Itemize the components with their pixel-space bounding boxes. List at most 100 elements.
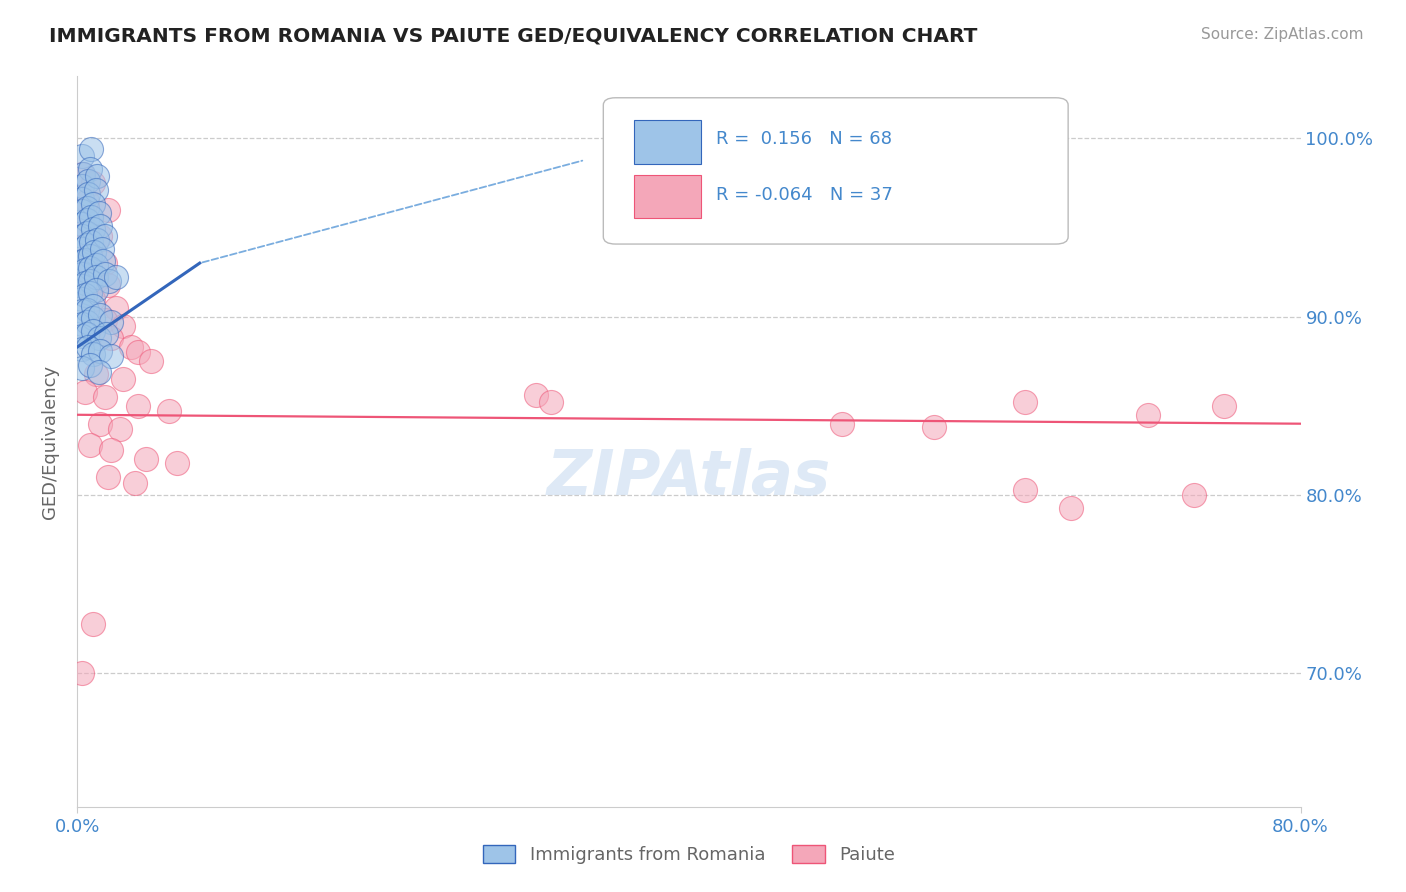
- Point: [86, 233, 108, 247]
- Point: [84, 283, 107, 297]
- Point: [97, 202, 120, 217]
- Point: [77, 186, 100, 201]
- Point: [72, 167, 94, 181]
- Point: [70, 149, 93, 163]
- Point: [524, 388, 547, 402]
- Point: [70, 217, 93, 231]
- Point: [89, 343, 111, 358]
- Text: IMMIGRANTS FROM ROMANIA VS PAIUTE GED/EQUIVALENCY CORRELATION CHART: IMMIGRANTS FROM ROMANIA VS PAIUTE GED/EQ…: [49, 27, 977, 45]
- Point: [104, 301, 127, 315]
- Point: [73, 220, 96, 235]
- Point: [166, 456, 188, 470]
- Point: [79, 247, 101, 261]
- Point: [94, 313, 117, 327]
- Point: [98, 274, 121, 288]
- Point: [70, 361, 93, 376]
- Point: [82, 311, 104, 326]
- Y-axis label: GED/Equivalency: GED/Equivalency: [41, 365, 59, 518]
- Point: [73, 252, 96, 267]
- Legend: Immigrants from Romania, Paiute: Immigrants from Romania, Paiute: [475, 838, 903, 871]
- Point: [120, 340, 142, 354]
- Bar: [634, 120, 702, 163]
- Point: [76, 194, 98, 208]
- Point: [77, 340, 100, 354]
- Point: [89, 229, 111, 244]
- Point: [82, 299, 104, 313]
- Point: [1213, 399, 1236, 413]
- Point: [79, 161, 101, 176]
- Point: [540, 395, 562, 409]
- Point: [80, 142, 103, 156]
- Point: [97, 277, 120, 292]
- Point: [79, 286, 101, 301]
- FancyBboxPatch shape: [603, 98, 1069, 244]
- Point: [157, 404, 180, 418]
- Point: [73, 288, 96, 302]
- Text: R =  0.156   N = 68: R = 0.156 N = 68: [716, 129, 891, 148]
- Point: [76, 226, 98, 240]
- Point: [84, 270, 107, 285]
- Point: [70, 279, 93, 293]
- Point: [80, 235, 103, 249]
- Point: [1060, 500, 1083, 515]
- Text: Source: ZipAtlas.com: Source: ZipAtlas.com: [1201, 27, 1364, 42]
- Point: [100, 331, 122, 345]
- Point: [1014, 395, 1036, 409]
- Point: [94, 267, 117, 281]
- Point: [73, 276, 96, 290]
- Point: [112, 372, 135, 386]
- Point: [70, 204, 93, 219]
- Point: [77, 174, 100, 188]
- Point: [831, 417, 853, 431]
- Point: [90, 242, 112, 256]
- Point: [82, 347, 104, 361]
- Point: [104, 270, 127, 285]
- Point: [76, 327, 98, 342]
- Point: [70, 254, 93, 268]
- Point: [1182, 488, 1205, 502]
- Point: [139, 354, 162, 368]
- Bar: [634, 175, 702, 219]
- Point: [70, 329, 93, 343]
- Point: [82, 197, 104, 211]
- Point: [1014, 483, 1036, 497]
- Point: [70, 179, 93, 194]
- Point: [89, 219, 111, 233]
- Point: [94, 256, 117, 270]
- Point: [94, 390, 117, 404]
- Point: [84, 274, 107, 288]
- Point: [73, 263, 96, 277]
- Point: [87, 206, 110, 220]
- Point: [135, 452, 157, 467]
- Point: [82, 176, 104, 190]
- Point: [84, 258, 107, 272]
- Point: [70, 167, 93, 181]
- Point: [79, 438, 101, 452]
- Point: [94, 229, 117, 244]
- Point: [82, 222, 104, 236]
- Point: [84, 183, 107, 197]
- Point: [89, 417, 111, 431]
- Point: [922, 420, 945, 434]
- Point: [82, 292, 104, 306]
- Point: [76, 201, 98, 215]
- Point: [70, 666, 93, 681]
- Point: [70, 192, 93, 206]
- Point: [86, 169, 108, 183]
- Point: [79, 358, 101, 372]
- Point: [127, 399, 149, 413]
- Point: [70, 342, 93, 356]
- Text: ZIPAtlas: ZIPAtlas: [547, 448, 831, 508]
- Point: [89, 308, 111, 322]
- Point: [100, 349, 122, 363]
- Point: [97, 470, 120, 484]
- Point: [76, 238, 98, 252]
- Point: [87, 365, 110, 379]
- Point: [84, 367, 107, 381]
- Point: [70, 292, 93, 306]
- Point: [70, 242, 93, 256]
- Point: [87, 331, 110, 345]
- Point: [124, 475, 146, 490]
- Point: [82, 324, 104, 338]
- Point: [82, 616, 104, 631]
